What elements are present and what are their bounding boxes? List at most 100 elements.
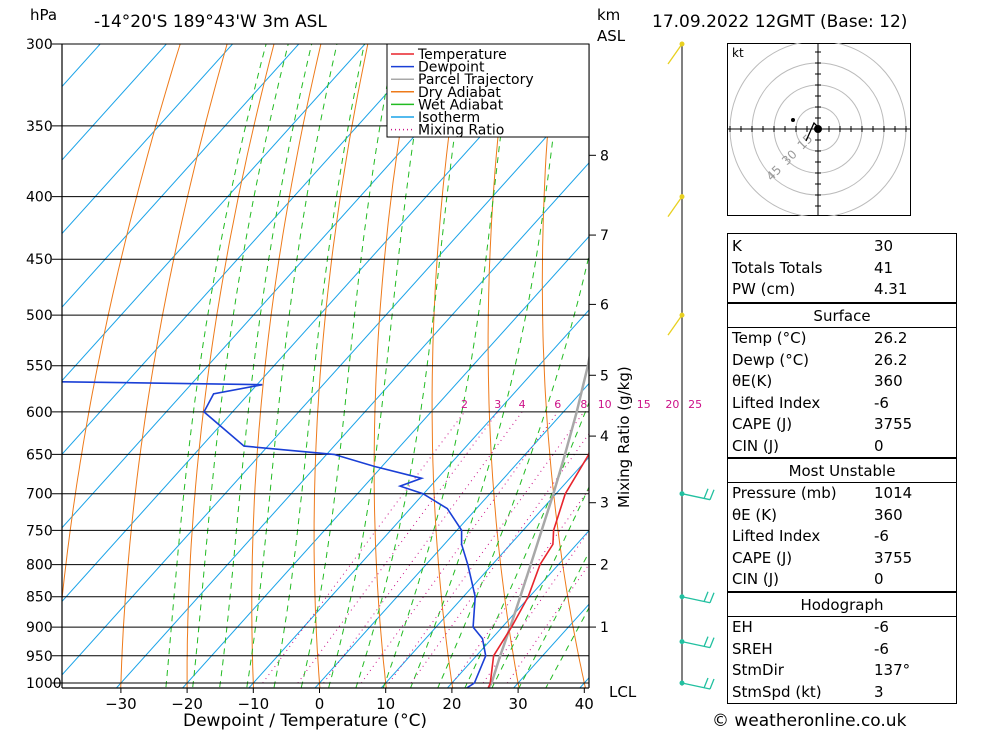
index-label: Totals Totals [732, 258, 823, 277]
surface-row: Lifted Index -6 [732, 394, 952, 415]
isotherm-line [181, 235, 589, 688]
dry-adiabat-line [120, 44, 228, 688]
website-credit: © weatheronline.co.uk [712, 711, 907, 731]
x-tick-label: 40 [575, 695, 594, 713]
index-table-top: K 30 Totals Totals 41 PW (cm) 4.31 [727, 233, 957, 303]
dry-adiabat-line [431, 44, 463, 688]
wind-barb [667, 43, 683, 65]
wet-adiabat-line [219, 44, 313, 688]
pressure-tick-label: 1000 [26, 676, 62, 692]
pressure-tick-label: 400 [26, 190, 53, 206]
index-label: SREH [732, 639, 773, 658]
wet-adiabat-line [382, 44, 514, 688]
mixing-ratio-label: 10 [598, 398, 612, 411]
isotherm-line [62, 44, 234, 235]
most-unstable-row: Pressure (mb) 1014 [732, 484, 952, 505]
index-label: Lifted Index [732, 527, 821, 545]
index-label: StmSpd (kt) [732, 682, 822, 701]
pressure-tick-label: 700 [26, 487, 53, 503]
most-unstable-row: CAPE (J) 3755 [732, 549, 952, 570]
dry-adiabat-line [186, 44, 275, 688]
isotherm-line [0, 7, 1, 709]
pressure-tick-label: 600 [26, 405, 53, 421]
x-axis-title: Dewpoint / Temperature (°C) [183, 711, 428, 731]
mixing-ratio-label: 25 [688, 398, 702, 411]
hodograph-title: Hodograph [800, 596, 884, 614]
mixing-ratio-label: 3 [494, 398, 501, 411]
index-label: K [732, 237, 742, 255]
index-value: -6 [874, 393, 889, 412]
index-value: 26.2 [874, 350, 908, 369]
wet-adiabat-line [273, 44, 365, 688]
height-unit-km: km [597, 6, 621, 24]
index-label: Temp (°C) [732, 329, 807, 347]
isotherm-line [314, 382, 589, 688]
surface-row: Temp (°C) 26.2 [732, 329, 952, 350]
index-value: 26.2 [874, 329, 908, 347]
most-unstable-row: Lifted Index -6 [732, 527, 952, 548]
wet-adiabat-line [355, 44, 469, 688]
legend-entry: Wet Adiabat [418, 97, 504, 113]
height-tick-label: 2 [600, 558, 609, 574]
valid-datetime: 17.09.2022 12GMT (Base: 12) [652, 12, 908, 32]
x-tick-label: 20 [442, 695, 461, 713]
index-label: CAPE (J) [732, 415, 793, 433]
index-value: 0 [874, 436, 884, 455]
wet-adiabat-line [246, 44, 338, 688]
mixing-ratio-line [262, 411, 465, 684]
x-tick-label: −30 [105, 695, 137, 713]
mixing-ratio-label: 20 [665, 398, 679, 411]
legend-entry: Dewpoint [418, 60, 485, 76]
index-value: 3755 [874, 415, 913, 433]
mixing-ratio-label: 6 [554, 398, 561, 411]
legend-entry: Mixing Ratio [418, 123, 504, 139]
index-value: 30 [874, 237, 894, 255]
height-unit-asl: ASL [597, 27, 626, 45]
dry-adiabat-line [646, 7, 720, 709]
mixing-ratio-line [323, 411, 523, 684]
index-row: PW (cm) 4.31 [732, 280, 952, 301]
mixing-ratio-axis-title: Mixing Ratio (g/kg) [615, 366, 633, 508]
pressure-unit: hPa [30, 6, 58, 24]
pressure-tick-label: 450 [26, 252, 53, 268]
index-label: θE (K) [732, 505, 777, 524]
index-label: CIN (J) [732, 570, 780, 588]
wet-adiabat-line [328, 44, 430, 688]
pressure-tick-label: 300 [26, 37, 53, 53]
pressure-tick-label: 350 [26, 119, 53, 135]
station-location: -14°20'S 189°43'W 3m ASL [94, 12, 327, 32]
mixing-ratio-label: 15 [637, 398, 651, 411]
wet-adiabat-line [491, 485, 589, 688]
most-unstable-title: Most Unstable [788, 462, 896, 480]
wind-barb [681, 488, 715, 501]
wet-adiabat-line [192, 44, 289, 688]
surface-row: CIN (J) 0 [732, 437, 952, 458]
wet-adiabat-line [409, 44, 566, 688]
isotherm-line [627, 7, 720, 709]
most-unstable-row: θE (K) 360 [732, 506, 952, 527]
x-tick-label: 0 [315, 695, 325, 713]
pressure-tick-label: 900 [26, 620, 53, 636]
mixing-ratio-line [297, 411, 499, 684]
hodograph-point [791, 118, 795, 122]
index-value: 137° [874, 661, 911, 679]
index-row: K 30 [732, 237, 952, 258]
isotherm-line [446, 529, 589, 688]
index-value: 0 [874, 570, 884, 588]
wind-barb [681, 636, 715, 649]
surface-row: Dewp (°C) 26.2 [732, 351, 952, 372]
hodograph-row: EH -6 [732, 618, 952, 639]
mixing-ratio-label: 8 [580, 398, 587, 411]
hodograph-row: SREH -6 [732, 640, 952, 661]
isotherm-line [62, 44, 432, 455]
dry-adiabat-line [595, 7, 658, 709]
x-tick-label: −10 [237, 695, 269, 713]
legend-entry: Dry Adiabat [418, 85, 501, 101]
index-label: PW (cm) [732, 280, 796, 298]
index-value: 41 [874, 258, 894, 277]
pressure-tick-label: 750 [26, 523, 53, 539]
surface-row: θE(K) 360 [732, 372, 952, 393]
pressure-tick-label: 650 [26, 447, 53, 463]
isotherm-line [115, 162, 589, 688]
